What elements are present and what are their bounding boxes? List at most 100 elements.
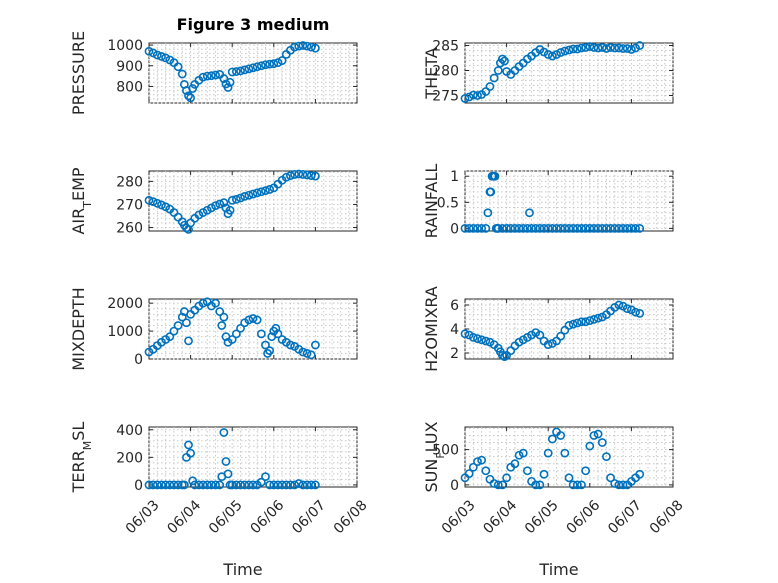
y-axis-label: SUNFLUX xyxy=(422,421,447,492)
y-tick-label: 280 xyxy=(432,64,459,80)
data-point xyxy=(206,480,216,490)
data-point xyxy=(460,329,470,339)
data-point xyxy=(231,480,241,490)
data-point xyxy=(248,480,258,490)
data-point xyxy=(581,43,591,52)
data-point xyxy=(271,323,281,333)
data-point xyxy=(602,223,611,233)
data-point xyxy=(572,44,582,54)
data-point xyxy=(198,298,208,308)
data-point xyxy=(211,70,220,80)
data-point xyxy=(225,205,235,215)
data-point xyxy=(184,91,193,101)
data-point xyxy=(618,223,628,233)
x-axis-label: Time xyxy=(538,560,578,579)
data-point xyxy=(165,332,175,342)
data-point xyxy=(265,185,275,194)
y-tick-label: 270 xyxy=(116,197,143,213)
data-point xyxy=(473,457,482,466)
data-point xyxy=(273,480,283,490)
data-point xyxy=(477,455,487,465)
data-point xyxy=(614,223,624,233)
data-point xyxy=(277,480,287,490)
data-point xyxy=(152,50,162,60)
data-point xyxy=(179,480,189,490)
data-point xyxy=(173,62,183,72)
data-point xyxy=(269,480,279,490)
data-point xyxy=(261,340,270,350)
x-tick-label: 06/07 xyxy=(605,497,645,537)
data-point xyxy=(269,59,279,69)
data-point xyxy=(256,61,266,71)
x-tick-label: 06/03 xyxy=(123,497,163,537)
data-point xyxy=(514,223,524,233)
data-point xyxy=(552,50,561,59)
subplot-3: 260 270 280 AIRTEMP xyxy=(69,167,358,237)
data-point xyxy=(277,56,287,65)
data-point xyxy=(473,334,482,343)
data-point xyxy=(606,473,615,483)
data-point xyxy=(531,223,541,233)
data-point xyxy=(261,186,270,196)
data-point xyxy=(217,321,227,330)
data-point xyxy=(188,476,198,486)
data-point xyxy=(310,43,320,53)
data-point xyxy=(182,318,191,328)
data-point xyxy=(290,42,299,52)
data-point xyxy=(157,52,166,61)
y-tick-label: 200 xyxy=(116,450,143,466)
data-point xyxy=(543,448,553,458)
y-tick-label: 1000 xyxy=(107,324,143,340)
data-point xyxy=(460,223,470,233)
y-tick-label: 0 xyxy=(134,352,143,368)
data-point xyxy=(215,199,225,209)
data-point xyxy=(627,45,636,54)
data-point xyxy=(523,466,532,476)
data-point xyxy=(535,480,545,490)
y-tick-label: 280 xyxy=(116,174,143,190)
data-point xyxy=(468,462,478,472)
data-point xyxy=(568,480,578,490)
y-axis-label: RAINFALL xyxy=(422,164,441,239)
data-point xyxy=(202,480,212,490)
data-point xyxy=(206,71,216,81)
series-markers xyxy=(144,169,320,234)
data-point xyxy=(252,315,262,325)
data-point xyxy=(564,45,574,55)
data-point xyxy=(221,457,231,466)
data-point xyxy=(252,188,262,198)
data-point xyxy=(635,223,645,233)
plot-area xyxy=(148,170,358,232)
y-tick-label: 0 xyxy=(450,478,459,494)
data-point xyxy=(572,318,582,328)
data-point xyxy=(211,298,220,308)
data-point xyxy=(610,479,620,488)
data-point xyxy=(502,223,511,233)
x-tick-label: 06/07 xyxy=(289,497,329,537)
data-point xyxy=(481,466,491,476)
plot-area xyxy=(148,42,358,104)
data-point xyxy=(290,170,299,179)
data-point xyxy=(597,43,607,52)
data-point xyxy=(543,50,553,59)
x-tick-label: 06/06 xyxy=(248,497,288,537)
data-point xyxy=(231,194,241,204)
data-point xyxy=(622,304,632,313)
data-point xyxy=(169,326,179,336)
data-point xyxy=(219,312,229,322)
data-point xyxy=(564,320,574,330)
data-point xyxy=(227,195,237,205)
data-point xyxy=(244,480,254,490)
data-point xyxy=(165,480,175,490)
data-point xyxy=(211,480,220,490)
data-point xyxy=(261,472,270,482)
data-point xyxy=(556,431,566,440)
data-point xyxy=(464,469,474,478)
data-point xyxy=(556,223,566,233)
x-axis-label: Time xyxy=(222,560,262,579)
subplot-6: 2 4 6 H2OMIXRA xyxy=(422,286,674,372)
data-point xyxy=(236,193,245,203)
data-point xyxy=(256,477,266,487)
data-point xyxy=(493,223,503,233)
subplot-5: 0 1000 2000 MIXDEPTH xyxy=(69,287,358,371)
